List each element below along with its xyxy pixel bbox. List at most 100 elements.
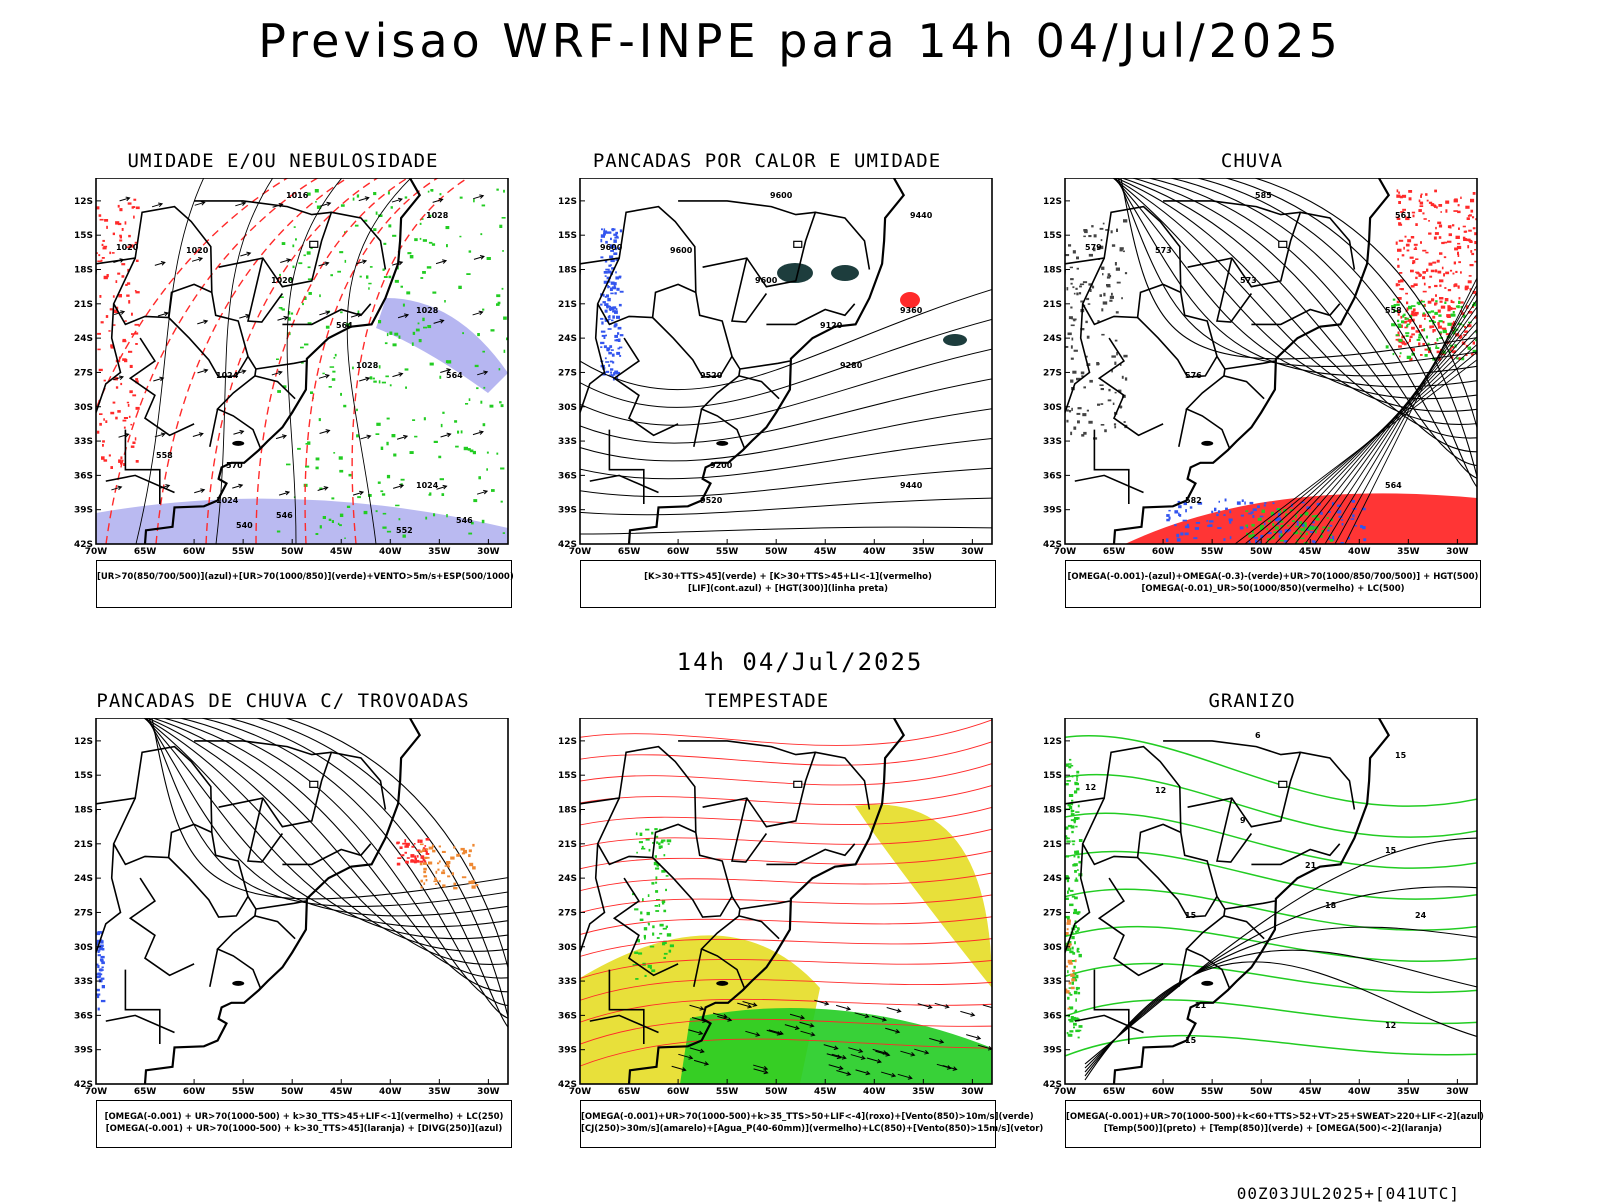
speckle xyxy=(654,905,658,907)
plot-frame xyxy=(95,718,509,1085)
speckle xyxy=(400,478,405,481)
speckle xyxy=(1439,284,1442,287)
speckle xyxy=(442,884,446,888)
speckle xyxy=(406,860,409,864)
speckle xyxy=(635,963,638,966)
x-tick-label: 45W xyxy=(814,1087,837,1097)
speckle xyxy=(1251,523,1255,527)
speckle xyxy=(1467,311,1473,314)
speckle xyxy=(110,345,115,349)
x-tick-label: 65W xyxy=(618,547,641,557)
speckle xyxy=(1469,346,1472,350)
y-tick-label: 30S xyxy=(74,403,93,413)
speckle xyxy=(611,353,615,357)
speckle xyxy=(1097,246,1101,250)
speckle xyxy=(659,932,663,935)
speckle xyxy=(446,861,451,865)
speckle xyxy=(1472,290,1477,294)
speckle xyxy=(1410,236,1415,239)
speckle xyxy=(1354,525,1358,527)
speckle xyxy=(1217,527,1222,529)
speckle xyxy=(344,231,346,234)
speckle xyxy=(1074,941,1076,945)
streamline xyxy=(176,718,508,1007)
speckle xyxy=(1412,311,1415,313)
speckle xyxy=(1068,316,1073,320)
lc850-streamline xyxy=(580,741,992,766)
speckle xyxy=(302,302,304,306)
speckle xyxy=(423,326,427,329)
wind-vector xyxy=(319,310,331,316)
speckle xyxy=(378,320,382,324)
speckle xyxy=(303,296,307,300)
speckle xyxy=(1078,860,1081,864)
speckle xyxy=(419,839,423,843)
hgt300-contour xyxy=(580,467,992,498)
wind-vector xyxy=(153,376,165,382)
speckle xyxy=(617,347,620,350)
streamline xyxy=(1120,178,1477,360)
speckle xyxy=(1193,537,1198,540)
vector-shaft xyxy=(691,1016,707,1022)
speckle xyxy=(1072,864,1076,867)
contour-label: 15 xyxy=(1185,1036,1197,1045)
speckle xyxy=(1065,934,1069,936)
speckle xyxy=(1427,342,1430,346)
speckle xyxy=(1264,502,1267,504)
speckle xyxy=(647,922,650,925)
moisture-red xyxy=(96,198,140,469)
speckle xyxy=(1245,524,1248,527)
speckle xyxy=(636,851,638,854)
speckle xyxy=(1066,919,1071,923)
legend-line: [Temp(500)](preto) + [Temp(850)](verde) … xyxy=(1103,1124,1443,1134)
streamlines xyxy=(1112,178,1477,488)
x-tick-label: 30W xyxy=(477,1087,500,1097)
speckle xyxy=(329,366,335,368)
speckle xyxy=(610,368,614,371)
speckle xyxy=(1409,338,1411,343)
speckle xyxy=(1073,990,1078,995)
lif-blue xyxy=(600,228,624,381)
page-title: Previsao WRF-INPE para 14h 04/Jul/2025 xyxy=(258,14,1342,68)
speckle xyxy=(1278,530,1283,534)
speckle xyxy=(356,194,360,198)
y-tick-label: 24S xyxy=(1043,874,1062,884)
rain-band-south xyxy=(1125,493,1477,544)
speckle xyxy=(1433,236,1437,240)
speckle xyxy=(502,250,504,252)
speckle xyxy=(368,282,372,285)
vector-shaft xyxy=(473,255,485,260)
speckle xyxy=(120,461,122,465)
speckle xyxy=(481,204,486,207)
speckle xyxy=(446,863,450,867)
speckle xyxy=(125,246,130,248)
speckle xyxy=(1077,804,1080,808)
speckle xyxy=(382,512,387,515)
speckle xyxy=(96,993,101,996)
map-panel-pancadas_calor: PANCADAS POR CALOR E UMIDADE 9600 9600 9600… xyxy=(552,150,996,620)
speckle xyxy=(1428,201,1433,204)
speckle xyxy=(409,451,414,454)
speckle xyxy=(1107,273,1111,277)
vector-head xyxy=(865,1070,871,1076)
speckle xyxy=(414,435,418,438)
speckle xyxy=(1413,312,1418,317)
x-tick-label: 45W xyxy=(330,1087,353,1097)
speckle xyxy=(489,404,494,408)
streamline xyxy=(148,718,508,907)
speckle xyxy=(608,351,612,355)
speckle xyxy=(289,277,293,281)
vector-shaft xyxy=(982,1004,992,1009)
speckle xyxy=(1329,524,1333,527)
speckle xyxy=(386,333,389,337)
political-border xyxy=(1081,797,1182,866)
political-border xyxy=(96,303,122,413)
speckle xyxy=(1454,198,1458,202)
speckle xyxy=(121,263,126,266)
wind-vector xyxy=(742,1001,758,1007)
vector-head xyxy=(325,429,331,434)
vector-shaft xyxy=(693,1059,709,1065)
speckle xyxy=(99,218,104,221)
wind-vector xyxy=(671,1065,687,1072)
speckle xyxy=(1422,271,1426,274)
